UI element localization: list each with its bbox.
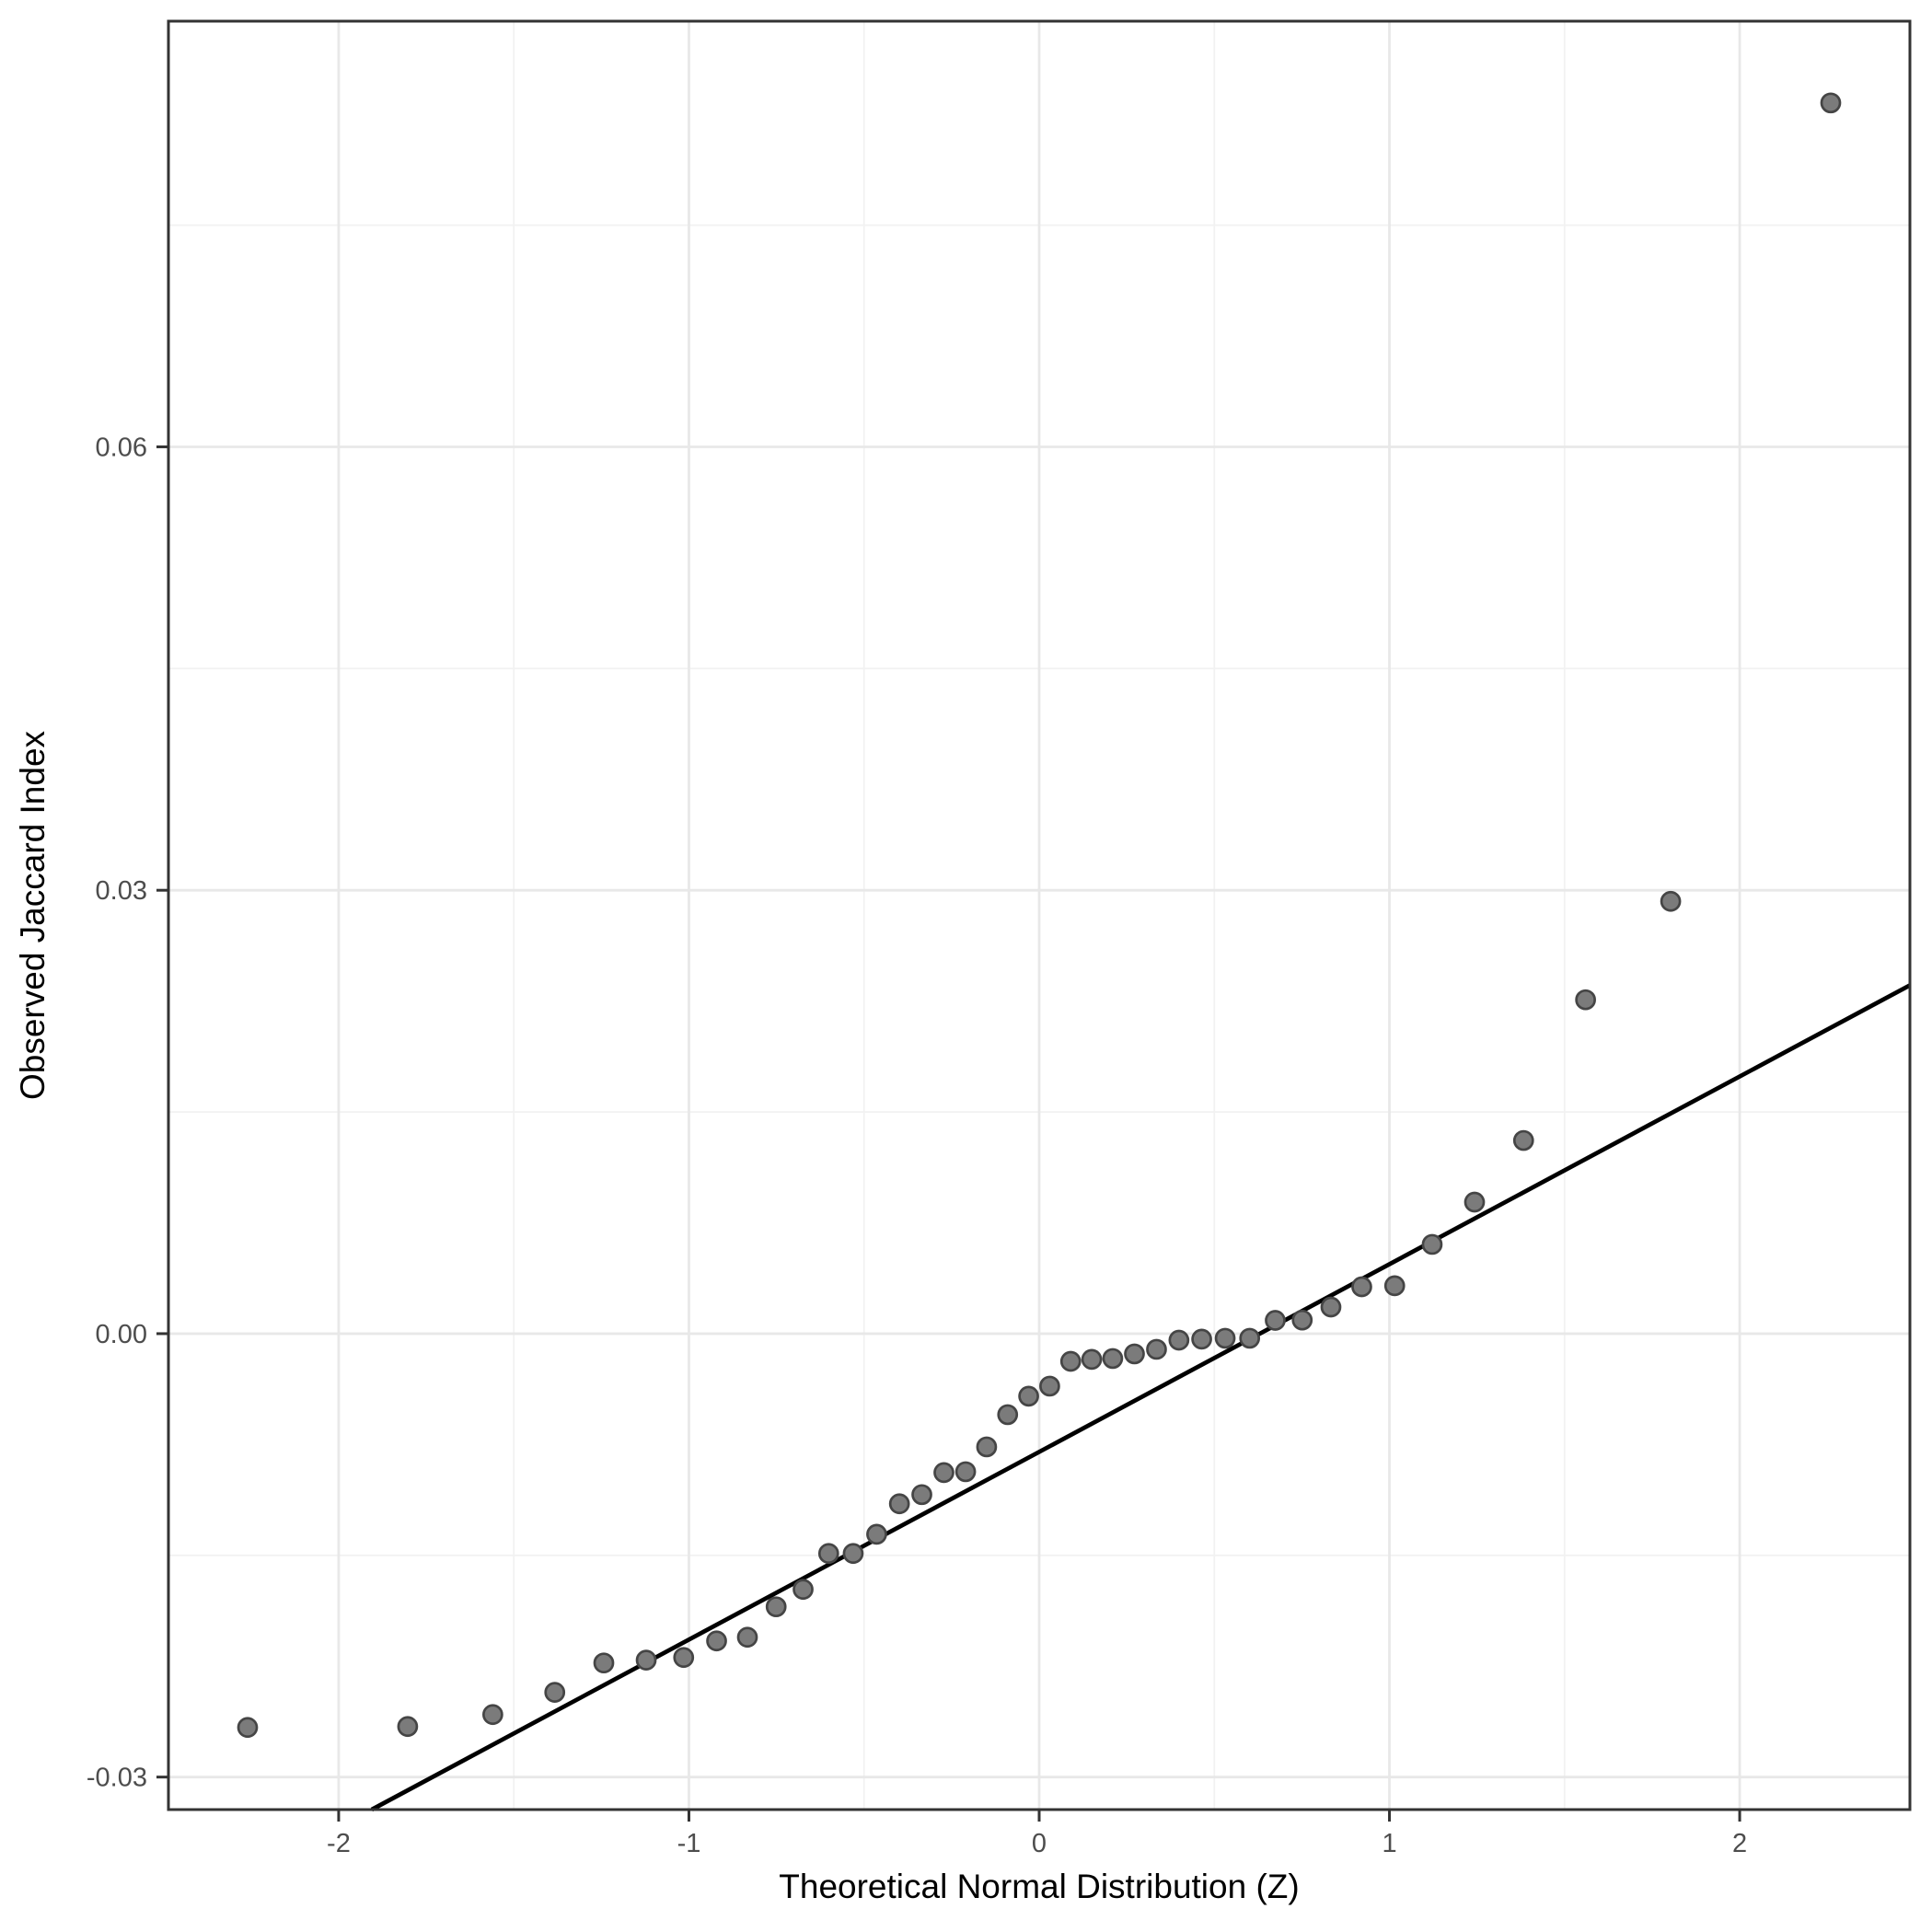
data-point xyxy=(1383,1275,1406,1297)
data-point xyxy=(997,1404,1019,1426)
major-gridlines xyxy=(168,21,1910,1810)
data-point xyxy=(706,1630,727,1652)
data-point xyxy=(544,1682,566,1704)
data-point xyxy=(1018,1385,1039,1407)
data-point xyxy=(911,1484,932,1506)
data-point xyxy=(1265,1310,1286,1331)
x-tick-label: 1 xyxy=(1382,1829,1396,1858)
y-axis-tick-labels: -0.03 0.00 0.03 0.06 xyxy=(87,433,147,1792)
data-point xyxy=(736,1626,758,1649)
data-points xyxy=(237,92,1842,1739)
x-axis-tick-labels: -2 -1 0 1 2 xyxy=(327,1829,1747,1858)
data-point xyxy=(817,1543,839,1565)
data-point xyxy=(1660,890,1682,912)
data-point xyxy=(765,1596,787,1618)
data-point xyxy=(673,1647,695,1669)
x-tick-label: 2 xyxy=(1732,1829,1747,1858)
y-axis-title: Observed Jaccard Index xyxy=(14,730,52,1100)
data-point xyxy=(593,1652,615,1674)
data-point xyxy=(842,1543,864,1565)
data-point xyxy=(1081,1348,1103,1371)
data-point xyxy=(1102,1348,1124,1370)
data-point xyxy=(1291,1309,1313,1331)
data-point xyxy=(1820,92,1842,114)
y-tick-label: 0.03 xyxy=(96,876,147,906)
data-point xyxy=(1463,1191,1486,1213)
data-point xyxy=(1512,1129,1534,1151)
data-point xyxy=(482,1704,503,1726)
data-point xyxy=(1059,1350,1082,1372)
x-tick-label: -1 xyxy=(677,1829,701,1858)
data-point xyxy=(1351,1276,1372,1298)
data-point xyxy=(976,1436,998,1458)
y-tick-label: -0.03 xyxy=(87,1764,147,1793)
data-point xyxy=(237,1717,259,1739)
data-point xyxy=(1575,989,1596,1011)
y-tick-label: 0.06 xyxy=(96,433,147,462)
data-point xyxy=(888,1493,910,1515)
data-point xyxy=(1168,1329,1190,1351)
data-point xyxy=(1421,1233,1443,1255)
x-axis-tick-marks xyxy=(337,1810,1741,1822)
reference-line xyxy=(370,983,1912,1812)
data-point xyxy=(954,1461,977,1483)
data-point xyxy=(1146,1338,1167,1360)
data-point xyxy=(792,1579,814,1601)
data-point xyxy=(1039,1375,1060,1397)
x-tick-label: -2 xyxy=(327,1829,351,1858)
data-point xyxy=(397,1716,419,1738)
data-point xyxy=(866,1523,887,1545)
y-tick-label: 0.00 xyxy=(96,1320,147,1349)
data-point xyxy=(1320,1296,1342,1318)
data-point xyxy=(1239,1327,1261,1349)
x-tick-label: 0 xyxy=(1032,1829,1047,1858)
data-point xyxy=(635,1649,657,1672)
x-axis-title: Theoretical Normal Distribution (Z) xyxy=(779,1868,1299,1905)
data-point xyxy=(933,1462,954,1484)
y-axis-tick-marks xyxy=(156,445,168,1779)
data-point xyxy=(1124,1343,1145,1365)
data-point xyxy=(1214,1327,1236,1349)
data-point xyxy=(1191,1328,1212,1350)
